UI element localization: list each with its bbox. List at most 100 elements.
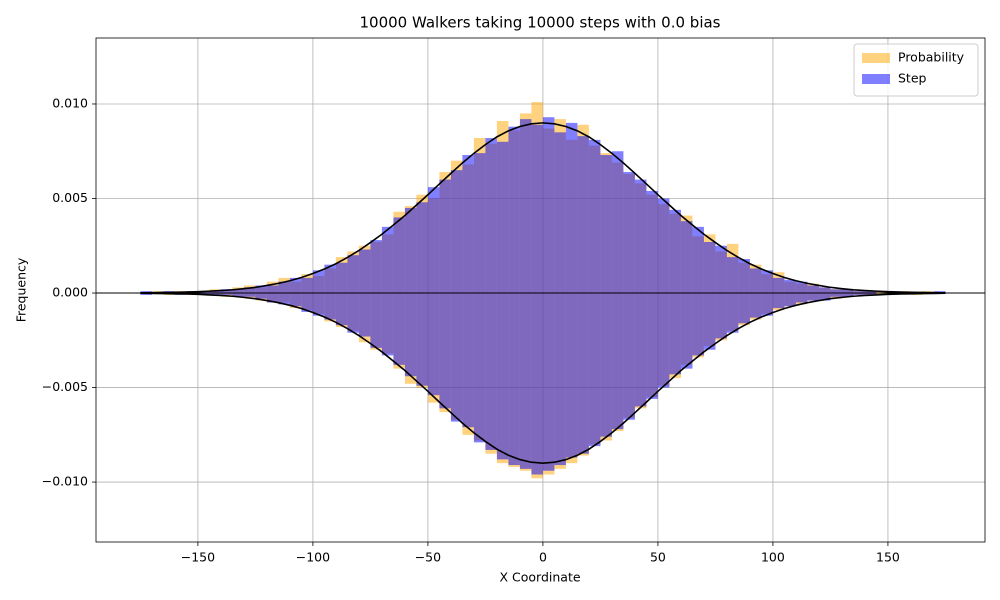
bar [761, 270, 773, 294]
y-tick-label: −0.005 [42, 379, 88, 394]
bar [496, 141, 509, 294]
bar [220, 293, 233, 295]
bar [347, 293, 359, 333]
bar [784, 293, 796, 307]
bar [853, 291, 865, 294]
bar [531, 124, 543, 294]
bar [404, 207, 417, 294]
bar [784, 279, 796, 294]
bar [554, 132, 566, 294]
bar [381, 293, 394, 356]
legend-label: Step [898, 71, 927, 86]
bar [508, 293, 520, 466]
bar [519, 293, 532, 469]
y-tick-label: 0.010 [52, 95, 88, 110]
bar [496, 293, 509, 460]
chart-title: 10000 Walkers taking 10000 steps with 0.… [360, 14, 721, 32]
bar [324, 293, 336, 320]
bar [749, 293, 762, 318]
bar [519, 119, 532, 294]
bar [335, 293, 348, 326]
x-tick-label: −150 [181, 550, 215, 565]
bar [623, 172, 635, 294]
bar [485, 293, 497, 450]
bar [462, 155, 474, 294]
x-tick-label: 50 [650, 550, 666, 565]
bar [416, 202, 428, 294]
bar [209, 291, 221, 294]
bar [841, 289, 854, 294]
x-tick-label: 150 [876, 550, 900, 565]
bar [301, 293, 313, 312]
bar [347, 255, 359, 294]
bar [266, 293, 279, 303]
bar [611, 293, 624, 430]
bar [473, 293, 486, 443]
bar [289, 277, 302, 294]
bar [634, 293, 647, 407]
bar [565, 122, 578, 294]
density-curve [140, 292, 946, 464]
bar [830, 293, 842, 297]
bar [462, 293, 474, 428]
bar [381, 226, 394, 294]
bar [692, 293, 704, 356]
bar [680, 221, 693, 294]
x-tick-label: 0 [539, 550, 547, 565]
y-tick-label: 0.005 [52, 190, 88, 205]
bar [726, 257, 739, 294]
bar [864, 291, 877, 294]
legend: Probability Step [853, 43, 979, 97]
bar [404, 293, 417, 377]
bar [255, 293, 267, 299]
y-tick-label: −0.010 [42, 474, 88, 489]
bar [772, 277, 785, 294]
bar [439, 179, 451, 294]
bar [542, 117, 555, 294]
bar [634, 179, 647, 294]
bar [508, 126, 520, 294]
bar [600, 293, 612, 437]
bar [588, 139, 601, 294]
bar [232, 293, 244, 297]
bar [795, 281, 808, 294]
bar [554, 293, 566, 466]
bar [427, 293, 440, 396]
bar [335, 262, 348, 294]
y-axis-label: Frequency [14, 257, 29, 322]
bar [703, 293, 716, 350]
bar [370, 240, 382, 294]
bar [393, 217, 405, 294]
bar [761, 293, 773, 316]
bar [450, 170, 463, 294]
bar [266, 285, 279, 294]
legend-label: Probability [898, 50, 965, 65]
bar [278, 293, 290, 305]
legend-swatch [862, 74, 890, 84]
bar [669, 209, 681, 294]
density-curve [140, 122, 946, 294]
bar [278, 281, 290, 294]
x-tick-label: −50 [415, 550, 441, 565]
bar [807, 293, 819, 301]
x-tick-label: −100 [296, 550, 330, 565]
bar [565, 293, 578, 458]
bar [427, 187, 440, 294]
bar [312, 270, 325, 294]
bar [588, 293, 601, 447]
bar [818, 287, 831, 294]
bar [818, 293, 831, 301]
bar [749, 268, 762, 294]
bar [772, 293, 785, 309]
bar [370, 293, 382, 348]
bar [209, 293, 221, 295]
bar [611, 151, 624, 294]
bar [531, 293, 543, 475]
bar [623, 293, 635, 420]
bar [692, 226, 704, 294]
bar [450, 293, 463, 422]
bar [738, 293, 750, 324]
bar [255, 285, 267, 294]
bar [715, 245, 727, 294]
